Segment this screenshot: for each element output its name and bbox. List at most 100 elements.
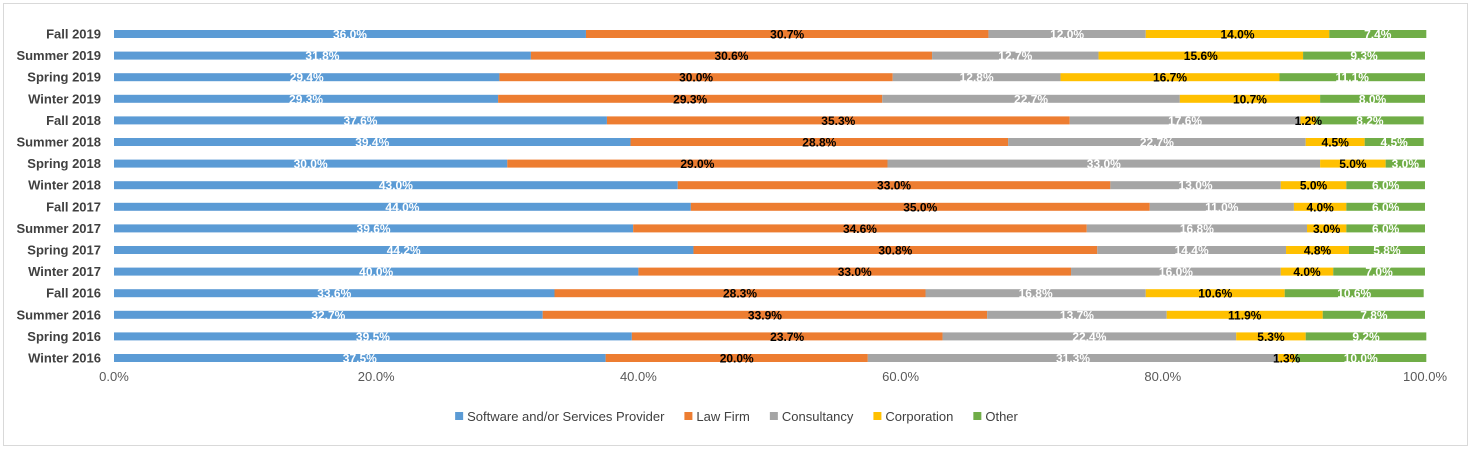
category-label: Summer 2017 [16,221,101,236]
bar-segment [1329,30,1427,38]
data-label: 30.0% [679,71,713,85]
bar-segment [1333,267,1425,276]
bar-segment [114,94,499,103]
bar-segment [677,181,1111,190]
data-label: 35.0% [903,200,937,214]
data-label: 29.3% [289,92,323,106]
bar-segment [499,73,893,82]
bar-segment [887,159,1321,168]
data-label: 5.0% [1339,157,1367,171]
data-label: 7.8% [1360,308,1388,322]
data-label: 31.3% [1056,352,1090,366]
category-label: Summer 2016 [16,307,101,322]
bar-segment [114,246,694,254]
category-label: Spring 2018 [27,156,101,171]
x-tick-label: 100.0% [1403,369,1448,384]
x-tick-label: 0.0% [99,369,129,384]
bar-segment [925,289,1146,298]
data-label: 15.6% [1184,49,1218,63]
legend-label: Law Firm [696,409,749,424]
data-label: 7.0% [1365,265,1393,279]
data-label: 3.0% [1392,157,1420,171]
bar-segment [693,246,1098,254]
data-label: 8.0% [1359,92,1387,106]
data-label: 5.3% [1257,330,1285,344]
bar-segment [987,310,1167,319]
data-label: 28.3% [723,287,757,301]
data-label: 4.0% [1293,265,1321,279]
bar-segment [942,332,1237,341]
data-label: 33.0% [838,265,872,279]
bar-segment [114,267,639,276]
legend-swatch [973,412,982,420]
category-label: Winter 2016 [28,351,101,366]
bars-layer [114,30,1427,362]
data-label: 33.0% [1087,157,1121,171]
data-label: 1.3% [1273,352,1301,366]
data-label: 12.7% [998,49,1032,63]
bar-segment [932,51,1099,60]
bar-segment [638,267,1072,276]
data-label: 30.6% [714,49,748,63]
data-label: 12.8% [960,71,994,85]
data-label: 29.3% [673,92,707,106]
data-label: 37.5% [343,352,377,366]
data-label: 11.9% [1228,308,1262,322]
bar-segment [1098,51,1304,60]
data-label: 8.2% [1356,114,1384,128]
bar-segment [114,310,543,319]
data-label: 43.0% [379,179,413,193]
bar-segment [114,181,678,190]
category-label: Fall 2018 [46,113,101,128]
legend-item: Consultancy [769,409,854,424]
data-label: 6.0% [1372,222,1400,236]
bar-segment [882,94,1180,103]
data-label: 33.0% [877,179,911,193]
data-label: 39.6% [357,222,391,236]
bar-segment [1303,51,1425,60]
bar-segment [1305,138,1365,146]
data-label: 28.8% [802,136,836,150]
bar-segment [1284,289,1424,298]
data-label: 39.5% [356,330,390,344]
data-label: 4.5% [1322,136,1350,150]
bar-segment [631,332,943,341]
legend-item: Law Firm [684,409,750,424]
bar-segment [554,289,926,298]
data-label: 11.1% [1336,71,1370,85]
data-label: 40.0% [359,265,393,279]
legend-swatch [873,412,882,420]
bar-segment [1385,159,1425,168]
bar-segment [1145,30,1330,38]
x-tick-label: 80.0% [1144,369,1181,384]
data-labels-layer: 36.0% 30.7% 12.0% 14.0% 7.4% 31.8% 30.6% 12.7% 1… [289,28,1419,366]
data-label: 37.6% [343,114,377,128]
bar-segment [1097,246,1287,254]
bar-segment [1280,181,1347,190]
bar-segment [690,202,1150,211]
legend-swatch [684,412,693,420]
bar-segment [1322,310,1425,319]
bar-segment [1305,332,1427,341]
bar-segment [1348,246,1425,254]
bar-segment [1300,116,1317,125]
bar-segment [114,51,531,60]
data-label: 35.3% [821,114,855,128]
bar-segment [1069,116,1301,125]
legend: Software and/or Services Provider Law Fir… [455,409,1019,424]
data-label: 12.0% [1050,28,1084,42]
data-label: 17.6% [1168,114,1202,128]
data-label: 6.0% [1372,200,1400,214]
legend-label: Software and/or Services Provider [467,409,665,424]
bar-segment [630,138,1009,146]
bar-segment [1295,354,1427,362]
data-label: 30.7% [770,28,804,42]
data-label: 22.4% [1072,330,1106,344]
data-label: 32.7% [311,308,345,322]
data-label: 29.4% [290,71,324,85]
legend-label: Other [985,409,1018,424]
bar-segment [1286,246,1349,254]
bar-segment [1008,138,1306,146]
category-label: Winter 2019 [28,91,101,106]
bar-segment [1320,94,1425,103]
